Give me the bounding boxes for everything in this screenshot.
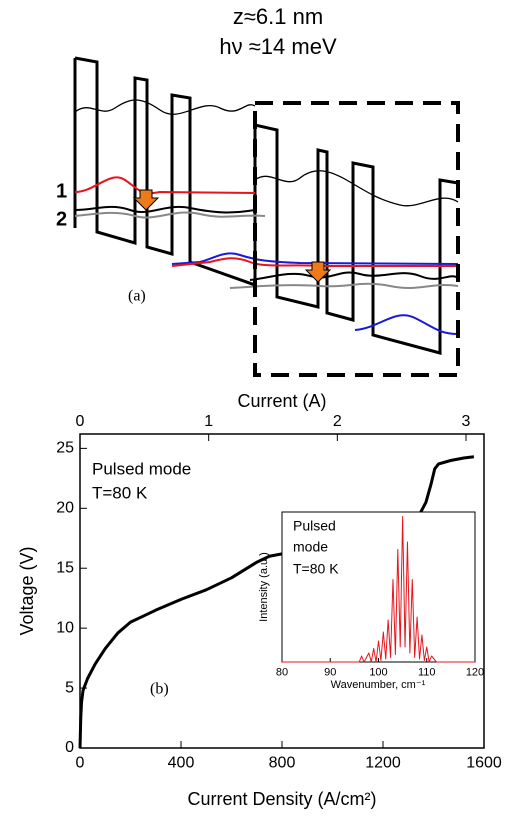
wavefunction-level-2 [74, 205, 256, 214]
y-tick-label: 10 [56, 619, 74, 636]
wavefunction [249, 271, 459, 281]
data-line [282, 516, 475, 663]
y-tick-label: 25 [56, 440, 74, 457]
wavefunction [254, 170, 459, 207]
x2-tick-label: 1 [204, 413, 213, 430]
band-profile [74, 56, 459, 355]
wavefunction [74, 211, 266, 219]
x-tick-label: 0 [76, 754, 85, 771]
x-tick-label: 1200 [365, 754, 401, 771]
diagram-subtitle: hν ≈14 meV [219, 34, 337, 59]
y-axis-label: Intensity (a.u.) [258, 552, 270, 622]
wavefunction [74, 99, 256, 115]
charts: 0 400 800 1200 1600 0 1 2 3 0 5 10 15 20 25 Current Den… [17, 391, 502, 809]
plot-frame [281, 511, 476, 663]
y-tick-label: 5 [65, 679, 74, 696]
x-tick-label: 80 [276, 666, 288, 678]
x-tick-label: 90 [324, 666, 336, 678]
annotation: T=80 K [293, 561, 339, 577]
x2-axis-label: Current (A) [237, 391, 326, 411]
y-axis-label: Voltage (V) [17, 546, 37, 635]
x2-tick-label: 3 [462, 413, 471, 430]
data-line [78, 455, 475, 749]
x-tick-label: 800 [269, 754, 296, 771]
diagram-title: z≈6.1 nm [233, 4, 323, 29]
panel-label: (a) [128, 288, 146, 305]
wavefunction [171, 252, 459, 265]
x-axis-label: Current Density (A/cm²) [187, 789, 376, 809]
wavefunction-level-1 [74, 176, 256, 195]
annotation: T=80 K [92, 483, 148, 502]
x-tick-label: 400 [168, 754, 195, 771]
band-diagram: z≈6.1 nm hν ≈14 meV 1 2 (a) [56, 4, 460, 377]
x-tick-label: 100 [369, 666, 387, 678]
level-label: 2 [56, 208, 67, 230]
wavefunction [229, 282, 459, 289]
x2-tick-label: 2 [333, 413, 342, 430]
transition-arrow [304, 261, 332, 283]
x-axis-label: Wavenumber, cm⁻¹ [331, 679, 426, 691]
level-label: 1 [56, 180, 67, 202]
y-tick-label: 0 [65, 739, 74, 756]
x-tick-label: 120 [466, 666, 484, 678]
dashed-box [253, 101, 460, 377]
y-tick-label: 15 [56, 559, 74, 576]
x-tick-label: 110 [418, 666, 436, 678]
annotation: (b) [150, 681, 169, 698]
annotation: mode [293, 539, 328, 555]
annotation: Pulsed mode [92, 459, 191, 478]
x2-tick-label: 0 [76, 413, 85, 430]
annotation: Pulsed [293, 518, 336, 534]
transition-arrow [132, 189, 160, 211]
x-tick-label: 1600 [466, 754, 502, 771]
wavefunction [171, 257, 458, 267]
wavefunction [354, 314, 459, 335]
y-tick-label: 20 [56, 500, 74, 517]
